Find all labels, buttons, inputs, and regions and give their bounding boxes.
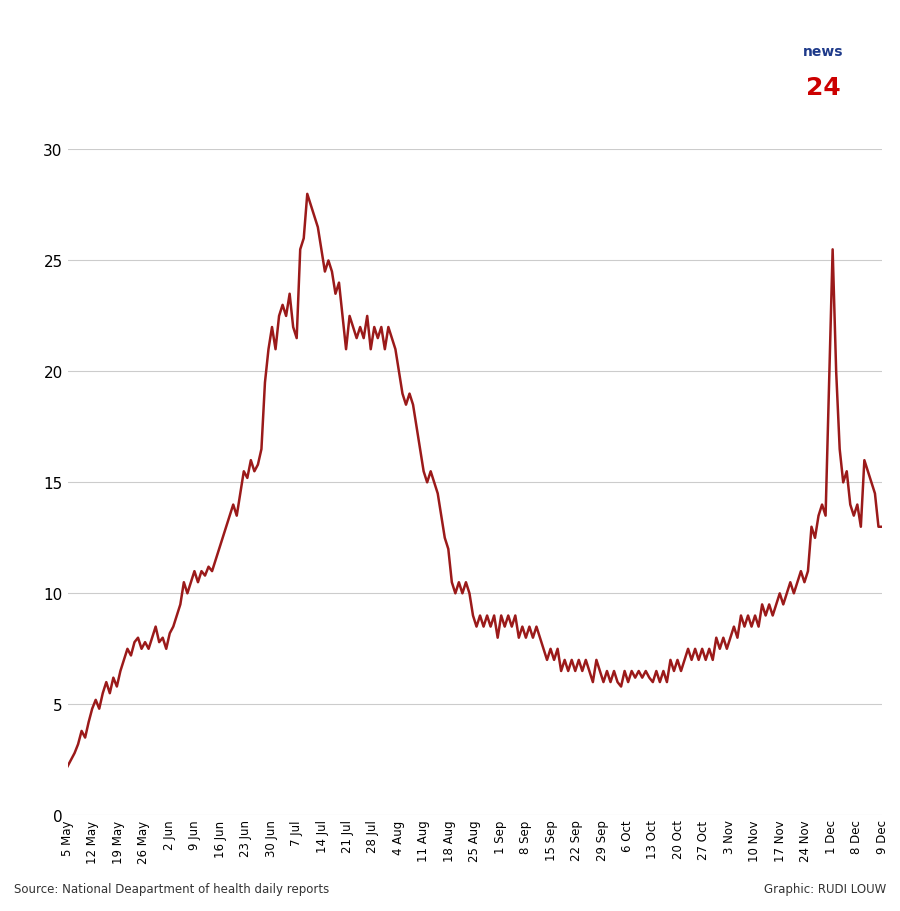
- Text: Graphic: RUDI LOUW: Graphic: RUDI LOUW: [764, 882, 886, 895]
- Text: 24: 24: [806, 76, 841, 99]
- Text: Crude percentage of tests positve: Crude percentage of tests positve: [22, 21, 583, 49]
- Circle shape: [464, 14, 900, 128]
- Text: (reported data): (reported data): [22, 87, 277, 116]
- Text: Source: National Deapartment of health daily reports: Source: National Deapartment of health d…: [14, 882, 328, 895]
- Text: news: news: [803, 46, 844, 59]
